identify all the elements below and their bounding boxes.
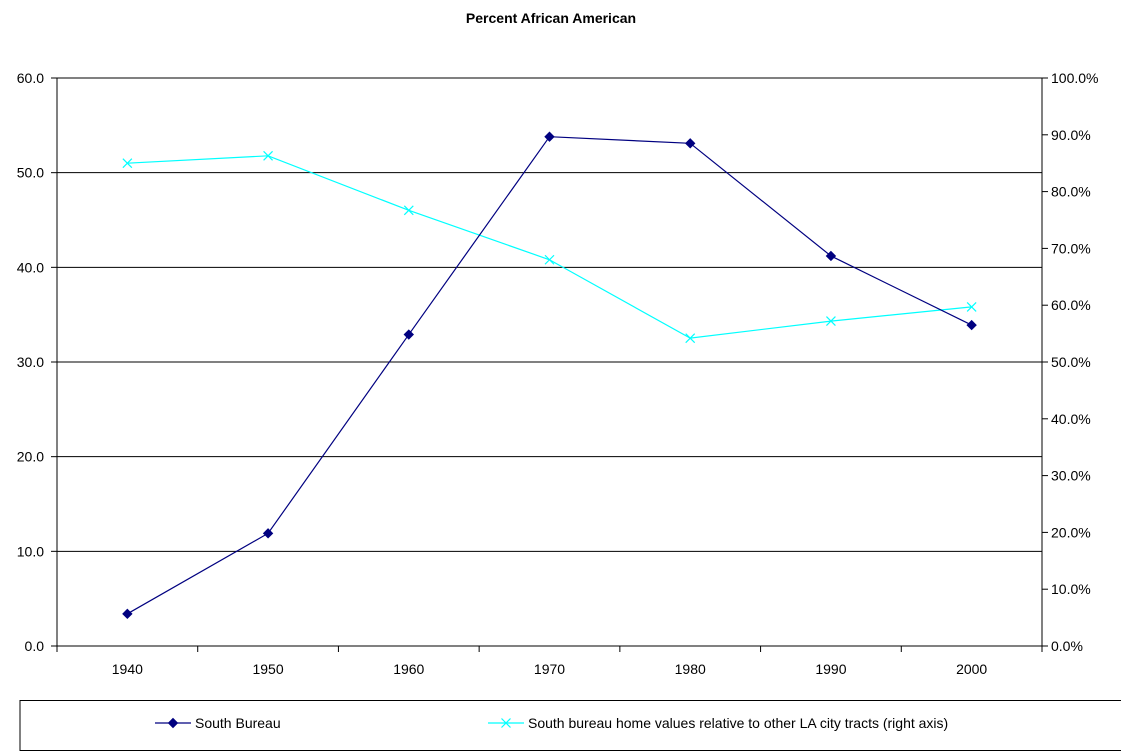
x-tick-label: 1970 <box>534 661 565 677</box>
data-point <box>826 316 836 327</box>
marker-stroke <box>966 301 977 312</box>
right-tick-label: 80.0% <box>1051 184 1091 200</box>
right-tick-label: 70.0% <box>1051 240 1091 256</box>
right-tick-label: 20.0% <box>1051 524 1091 540</box>
series-layer <box>122 131 977 620</box>
data-point <box>262 528 274 539</box>
marker-stroke <box>501 718 511 728</box>
data-point <box>403 329 414 340</box>
legend-marker <box>501 718 511 728</box>
data-point <box>544 254 555 265</box>
right-tick-label: 90.0% <box>1051 127 1091 143</box>
data-point <box>403 205 414 216</box>
series-south-bureau <box>122 131 977 620</box>
x-axis-ticks: 1940 1950 1960 1970 1980 1990 2000 <box>56 646 1043 677</box>
x-tick-label: 1950 <box>252 661 283 677</box>
legend-marker <box>167 717 179 729</box>
data-point <box>685 138 696 149</box>
legend-label: South bureau home values relative to oth… <box>528 715 948 731</box>
series-line <box>127 136 972 615</box>
legend-box <box>19 700 1121 751</box>
marker-stroke <box>403 205 414 216</box>
right-tick-label: 30.0% <box>1051 468 1091 484</box>
right-tick-label: 40.0% <box>1051 411 1091 427</box>
data-point <box>544 131 555 142</box>
data-point <box>966 301 977 312</box>
legend-label: South Bureau <box>195 715 281 731</box>
x-tick-label: 1940 <box>112 661 143 677</box>
right-tick-label: 60.0% <box>1051 297 1091 313</box>
x-tick-label: 1980 <box>675 661 706 677</box>
right-tick-label: 0.0% <box>1051 638 1083 654</box>
series-line <box>127 155 972 339</box>
chart-title: Percent African American <box>466 10 636 26</box>
left-tick-label: 50.0 <box>17 165 44 181</box>
right-tick-label: 50.0% <box>1051 354 1091 370</box>
x-tick-label: 1960 <box>393 661 424 677</box>
series-home-values <box>122 150 977 344</box>
right-tick-label: 100.0% <box>1051 70 1098 86</box>
left-tick-label: 60.0 <box>17 70 44 86</box>
legend: South Bureau South bureau home values rel… <box>19 700 1121 751</box>
left-tick-label: 20.0 <box>17 449 44 465</box>
left-tick-label: 40.0 <box>17 259 44 275</box>
left-tick-label: 30.0 <box>17 354 44 370</box>
data-point <box>966 319 977 331</box>
data-point <box>825 250 837 262</box>
marker-stroke <box>122 158 133 169</box>
x-tick-label: 2000 <box>956 661 987 677</box>
left-axis-ticks: 0.0 10.0 20.0 30.0 40.0 50.0 60.0 <box>17 70 57 654</box>
marker-stroke <box>685 333 696 344</box>
right-tick-label: 10.0% <box>1051 581 1091 597</box>
gridlines <box>57 77 1042 552</box>
data-point <box>263 150 273 161</box>
left-tick-label: 10.0 <box>17 543 44 559</box>
marker-stroke <box>826 316 836 327</box>
data-point <box>685 333 696 344</box>
left-tick-label: 0.0 <box>25 638 45 654</box>
data-point <box>122 158 133 169</box>
right-axis-ticks: 0.0% 10.0% 20.0% 30.0% 40.0% 50.0% 60.0% 70.0% 8… <box>1042 70 1098 654</box>
x-tick-label: 1990 <box>815 661 846 677</box>
marker-stroke <box>263 150 273 161</box>
data-point <box>122 608 133 620</box>
marker-stroke <box>544 254 555 265</box>
